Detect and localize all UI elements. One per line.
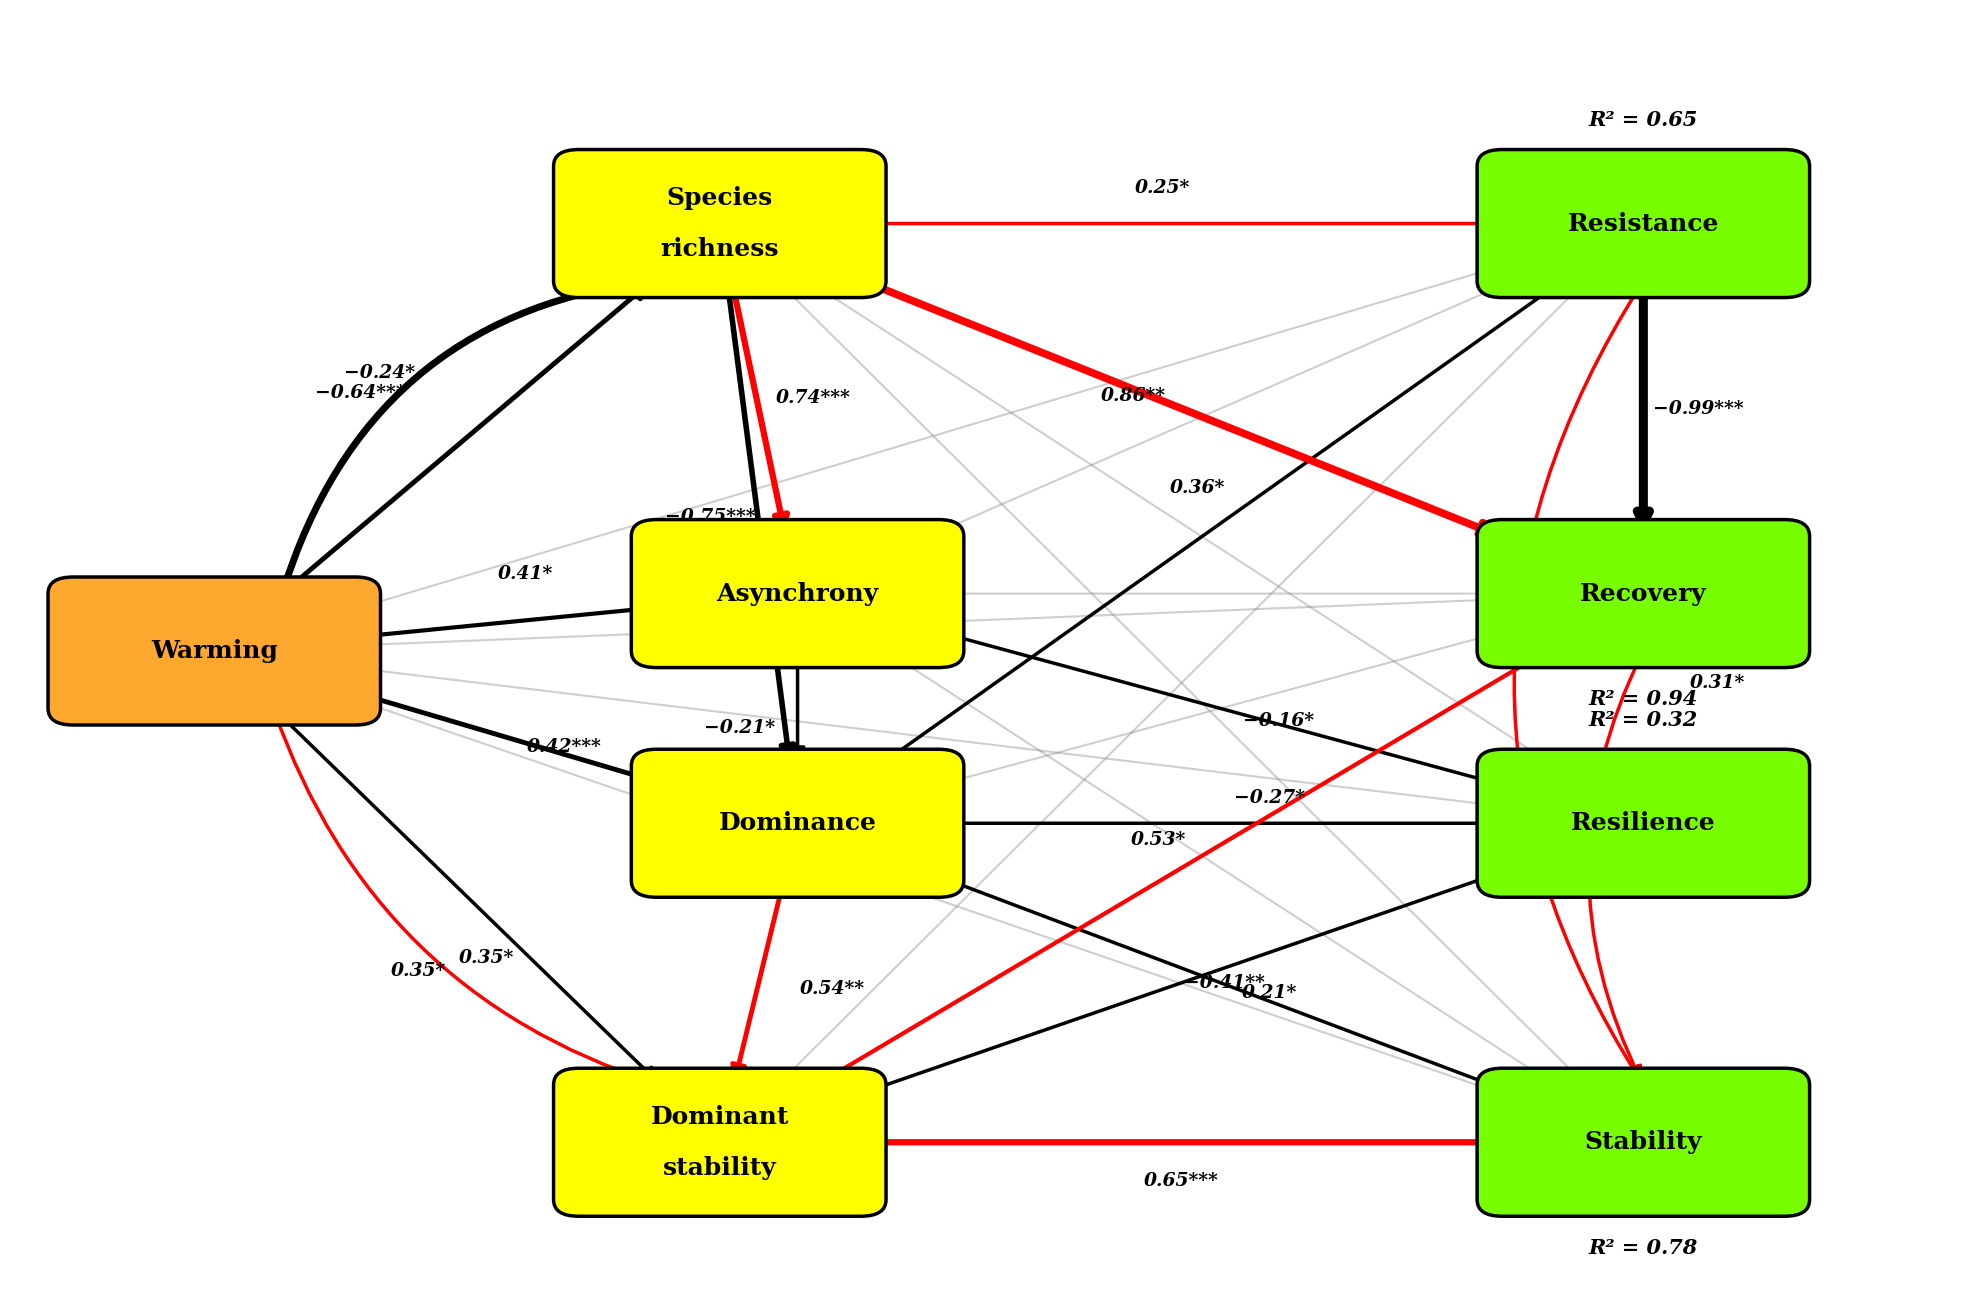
Text: 0.53*: 0.53* xyxy=(1131,831,1186,849)
Text: 0.36*: 0.36* xyxy=(1169,479,1224,496)
Text: Dominance: Dominance xyxy=(718,811,877,836)
Text: 0.65***: 0.65*** xyxy=(1145,1172,1218,1190)
Text: R² = 0.65: R² = 0.65 xyxy=(1589,111,1698,130)
Text: −0.41**: −0.41** xyxy=(1184,974,1264,992)
Text: 0.86**: 0.86** xyxy=(1101,387,1165,405)
Text: −0.24*: −0.24* xyxy=(343,365,415,383)
Text: −0.75***: −0.75*** xyxy=(665,508,756,526)
FancyBboxPatch shape xyxy=(1478,749,1809,897)
Text: −0.41*: −0.41* xyxy=(1682,859,1752,878)
Text: Dominant: Dominant xyxy=(651,1104,790,1129)
Text: −0.16*: −0.16* xyxy=(1244,712,1313,730)
FancyBboxPatch shape xyxy=(1478,519,1809,668)
Text: −0.21*: −0.21* xyxy=(704,719,774,737)
Text: R² = 0.94: R² = 0.94 xyxy=(1589,689,1698,710)
FancyBboxPatch shape xyxy=(1478,1068,1809,1216)
Text: 0.41*: 0.41* xyxy=(498,565,554,583)
FancyBboxPatch shape xyxy=(631,519,964,668)
FancyBboxPatch shape xyxy=(1478,150,1809,298)
Text: Resistance: Resistance xyxy=(1567,211,1718,236)
Text: 0.35*: 0.35* xyxy=(391,962,446,979)
Text: R² = 0.78: R² = 0.78 xyxy=(1589,1238,1698,1258)
Text: Stability: Stability xyxy=(1585,1130,1702,1155)
FancyBboxPatch shape xyxy=(554,1068,887,1216)
Text: 0.74***: 0.74*** xyxy=(776,389,851,408)
Text: 0.42***: 0.42*** xyxy=(528,738,601,756)
FancyBboxPatch shape xyxy=(48,577,381,725)
Text: Asynchrony: Asynchrony xyxy=(716,582,879,605)
FancyBboxPatch shape xyxy=(554,150,887,298)
Text: 0.35*: 0.35* xyxy=(458,949,514,967)
Text: 0.21*: 0.21* xyxy=(1242,984,1298,1003)
Text: 0.31*: 0.31* xyxy=(1690,674,1744,691)
Text: richness: richness xyxy=(661,237,780,262)
FancyBboxPatch shape xyxy=(631,749,964,897)
Text: −0.64***: −0.64*** xyxy=(315,384,405,401)
Text: Resilience: Resilience xyxy=(1571,811,1716,836)
Text: 0.54**: 0.54** xyxy=(800,980,865,999)
Text: −0.99***: −0.99*** xyxy=(1653,400,1744,418)
Text: Species: Species xyxy=(667,186,774,210)
Text: stability: stability xyxy=(663,1156,776,1180)
Text: R² = 0.32: R² = 0.32 xyxy=(1589,710,1698,730)
Text: Warming: Warming xyxy=(151,639,278,663)
Text: Recovery: Recovery xyxy=(1579,582,1706,605)
Text: 0.25*: 0.25* xyxy=(1135,178,1190,197)
Text: −0.27*: −0.27* xyxy=(1234,789,1305,807)
